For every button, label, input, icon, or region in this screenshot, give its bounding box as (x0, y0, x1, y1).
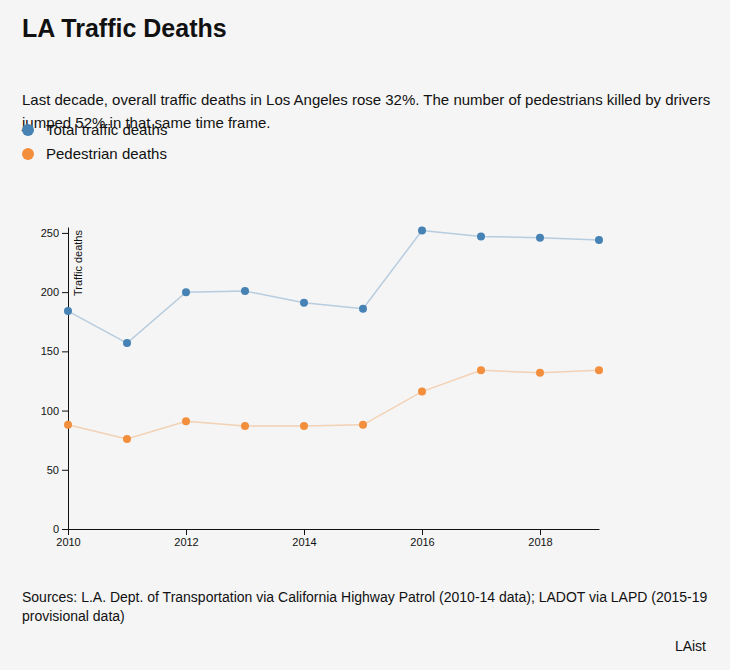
y-tick-mark (62, 233, 68, 234)
data-point (241, 287, 249, 295)
y-tick-mark (62, 351, 68, 352)
data-point (64, 307, 72, 315)
data-point (418, 388, 426, 396)
x-tick: 2014 (292, 529, 316, 548)
data-point (536, 234, 544, 242)
y-axis-title: Traffic deaths (72, 230, 84, 297)
y-tick: 0 (53, 523, 68, 535)
y-tick-label: 200 (41, 286, 59, 298)
x-axis-line (69, 529, 600, 530)
x-axis: 2010 2012 2014 2016 2018 (56, 529, 599, 548)
data-point (64, 421, 72, 429)
x-tick-label: 2014 (292, 536, 316, 548)
x-tick-label: 2016 (410, 536, 434, 548)
data-point (418, 227, 426, 235)
y-tick-label: 0 (53, 523, 59, 535)
source-note: Sources: L.A. Dept. of Transportation vi… (22, 588, 712, 626)
legend-label: Pedestrian deaths (46, 145, 167, 162)
y-tick: 200 (41, 286, 68, 298)
y-axis-line (68, 228, 69, 530)
legend: Total traffic deaths Pedestrian deaths (22, 121, 167, 162)
plot-area (64, 227, 603, 443)
x-tick: 2018 (528, 529, 552, 548)
x-tick-mark (68, 529, 69, 535)
legend-marker (22, 148, 34, 160)
data-point (241, 422, 249, 430)
y-tick-label: 250 (41, 227, 59, 239)
y-tick-label: 150 (41, 345, 59, 357)
x-tick-mark (422, 529, 423, 535)
data-point (182, 288, 190, 296)
y-tick-mark (62, 411, 68, 412)
x-tick-mark (540, 529, 541, 535)
legend-label: Total traffic deaths (46, 121, 167, 138)
y-tick-mark (62, 529, 68, 530)
data-point (300, 422, 308, 430)
y-axis: 0 50 100 150 200 250 (41, 227, 69, 535)
data-point (123, 435, 131, 443)
x-tick: 2012 (174, 529, 198, 548)
data-point (477, 366, 485, 374)
x-tick-label: 2010 (56, 536, 80, 548)
data-point (536, 369, 544, 377)
data-point (182, 417, 190, 425)
y-tick-mark (62, 292, 68, 293)
y-tick: 50 (47, 464, 68, 476)
data-point (359, 305, 367, 313)
data-point (595, 366, 603, 374)
data-point (595, 236, 603, 244)
x-tick-label: 2012 (174, 536, 198, 548)
x-tick-mark (186, 529, 187, 535)
x-tick: 2016 (410, 529, 434, 548)
x-tick-label: 2018 (528, 536, 552, 548)
series-line (68, 370, 599, 439)
y-tick-label: 50 (47, 464, 59, 476)
chart: Total traffic deaths Pedestrian deaths 201… (0, 0, 730, 670)
x-tick-mark (304, 529, 305, 535)
data-point (123, 339, 131, 347)
data-point (477, 232, 485, 240)
y-tick: 250 (41, 227, 68, 239)
title: LA Traffic Deaths (22, 14, 227, 43)
y-tick: 150 (41, 345, 68, 357)
legend-marker (22, 124, 34, 136)
y-tick-mark (62, 470, 68, 471)
data-point (300, 299, 308, 307)
y-tick-label: 100 (41, 405, 59, 417)
series-line (68, 231, 599, 344)
y-tick: 100 (41, 405, 68, 417)
credit: LAist (675, 638, 706, 654)
data-point (359, 421, 367, 429)
x-tick: 2010 (56, 529, 80, 548)
